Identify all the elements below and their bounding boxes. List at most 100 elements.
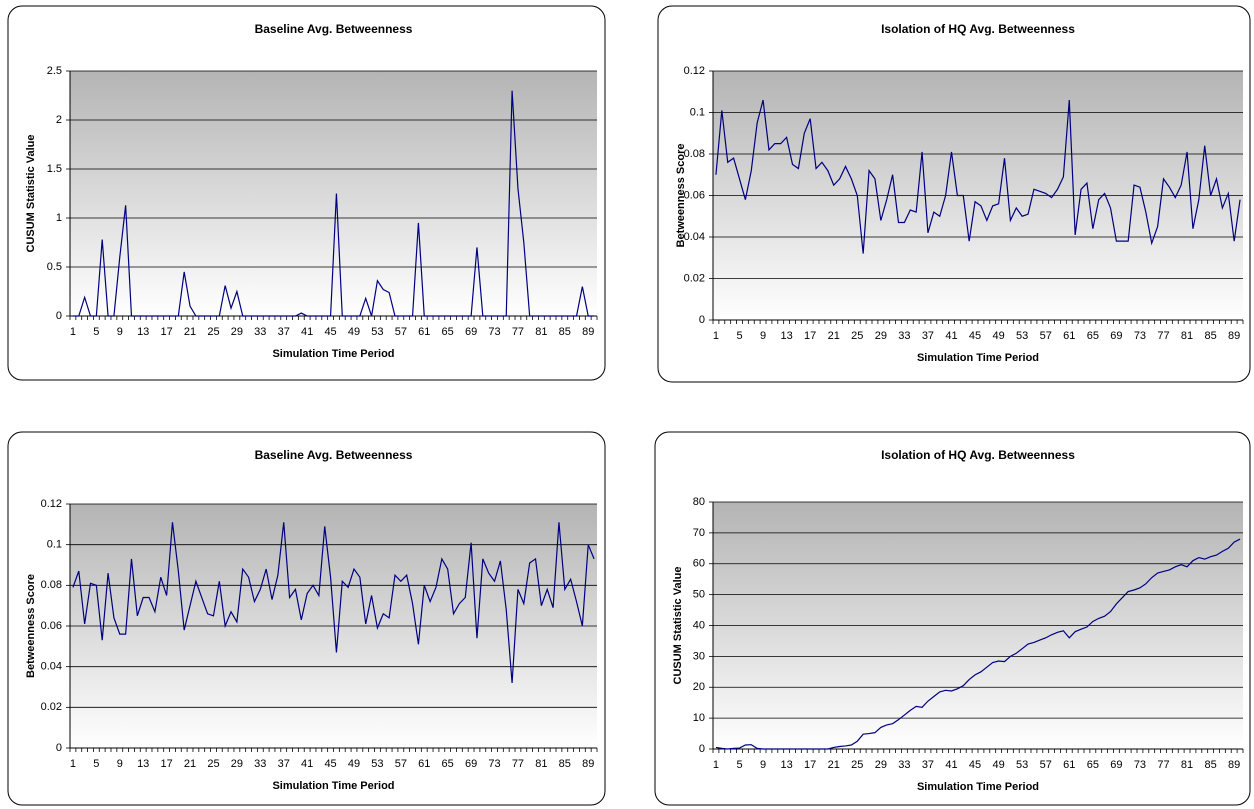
x-tick-label: 25: [851, 330, 863, 342]
y-tick-label: 0.02: [684, 272, 705, 284]
y-tick-label: 60: [693, 558, 705, 570]
x-tick-label: 9: [760, 330, 766, 342]
x-tick-label: 85: [1204, 759, 1216, 771]
x-tick-label: 9: [117, 326, 123, 338]
x-tick-label: 69: [465, 758, 477, 770]
x-tick-label: 29: [875, 759, 887, 771]
x-tick-label: 85: [559, 758, 571, 770]
x-axis-label: Simulation Time Period: [272, 780, 394, 792]
y-tick-label: 0.04: [684, 231, 705, 243]
y-tick-label: 50: [693, 589, 705, 601]
x-tick-label: 69: [1110, 759, 1122, 771]
x-tick-label: 13: [780, 330, 792, 342]
x-tick-label: 33: [898, 759, 910, 771]
x-tick-label: 5: [93, 758, 99, 770]
y-axis-label: CUSUM Statistic Value: [25, 135, 37, 253]
x-tick-label: 37: [922, 759, 934, 771]
x-tick-label: 77: [512, 758, 524, 770]
x-tick-label: 57: [1040, 759, 1052, 771]
x-tick-label: 33: [254, 758, 266, 770]
data-line: [715, 538, 1241, 750]
x-tick-label: 25: [207, 326, 219, 338]
y-tick-label: 40: [693, 619, 705, 631]
x-tick-label: 41: [945, 330, 957, 342]
x-tick-label: 65: [1087, 759, 1099, 771]
y-tick-label: 0.12: [684, 65, 705, 77]
x-axis-label: Simulation Time Period: [272, 348, 394, 360]
y-tick-label: 0.12: [41, 498, 62, 510]
x-tick-label: 73: [1134, 759, 1146, 771]
x-tick-label: 13: [780, 759, 792, 771]
x-tick-label: 21: [828, 330, 840, 342]
y-tick-label: 0.06: [684, 189, 705, 201]
x-tick-label: 5: [736, 330, 742, 342]
x-tick-label: 89: [582, 326, 594, 338]
y-tick-label: 0: [699, 314, 705, 326]
chart-panel: 0 0.5 1 1.5 2 2.5 1 5 9 13 17 21 25 29 33 37 41 45 49 53 57 6…: [7, 5, 606, 381]
x-tick-label: 5: [736, 759, 742, 771]
x-tick-label: 61: [418, 758, 430, 770]
data-line: [715, 99, 1241, 254]
x-tick-label: 73: [488, 326, 500, 338]
x-tick-label: 81: [535, 326, 547, 338]
y-tick-label: 10: [693, 712, 705, 724]
x-tick-label: 85: [1204, 330, 1216, 342]
y-tick-label: 0: [56, 742, 62, 754]
x-tick-label: 1: [713, 759, 719, 771]
x-tick-label: 89: [1228, 330, 1240, 342]
chart-panel: 0 10 20 30 40 50 60 70 80 1 5 9 13 17 21 25 29 33 37 41 45 49…: [654, 431, 1251, 806]
x-tick-label: 37: [922, 330, 934, 342]
x-tick-label: 65: [1087, 330, 1099, 342]
x-tick-label: 45: [969, 330, 981, 342]
x-tick-label: 57: [1040, 330, 1052, 342]
x-tick-label: 61: [1063, 759, 1075, 771]
x-tick-label: 49: [992, 759, 1004, 771]
x-tick-label: 9: [117, 758, 123, 770]
x-tick-label: 57: [395, 758, 407, 770]
x-tick-label: 29: [231, 326, 243, 338]
y-axis-label: Betweenness Score: [25, 574, 37, 678]
x-tick-label: 49: [348, 758, 360, 770]
x-tick-label: 9: [760, 759, 766, 771]
y-tick-label: 0: [56, 310, 62, 322]
x-tick-label: 65: [442, 326, 454, 338]
x-tick-label: 1: [70, 758, 76, 770]
x-tick-label: 25: [207, 758, 219, 770]
y-tick-label: 0: [699, 743, 705, 755]
x-tick-label: 33: [254, 326, 266, 338]
y-tick-label: 0.08: [41, 579, 62, 591]
x-tick-label: 37: [278, 758, 290, 770]
y-tick-label: 1.5: [47, 163, 62, 175]
x-tick-label: 13: [137, 758, 149, 770]
x-tick-label: 29: [231, 758, 243, 770]
x-tick-label: 49: [348, 326, 360, 338]
x-tick-label: 17: [160, 758, 172, 770]
x-tick-label: 61: [418, 326, 430, 338]
y-tick-label: 0.1: [47, 539, 62, 551]
y-tick-label: 1: [56, 212, 62, 224]
x-tick-label: 89: [1228, 759, 1240, 771]
x-tick-label: 45: [324, 326, 336, 338]
x-tick-label: 77: [512, 326, 524, 338]
x-tick-label: 73: [1134, 330, 1146, 342]
y-tick-label: 30: [693, 650, 705, 662]
x-tick-label: 1: [70, 326, 76, 338]
x-tick-label: 33: [898, 330, 910, 342]
x-tick-label: 21: [184, 326, 196, 338]
x-tick-label: 81: [1181, 759, 1193, 771]
x-tick-label: 45: [969, 759, 981, 771]
x-tick-label: 17: [160, 326, 172, 338]
data-line: [72, 522, 595, 683]
y-tick-label: 0.02: [41, 701, 62, 713]
x-tick-label: 41: [945, 759, 957, 771]
chart-panel: 0 0.02 0.04 0.06 0.08 0.1 0.12 1 5 9 13 17 21 25 29 33 3…: [7, 431, 606, 806]
y-tick-label: 70: [693, 527, 705, 539]
y-axis-label: CUSUM Statistic Value: [672, 567, 684, 685]
x-tick-label: 37: [278, 326, 290, 338]
y-tick-label: 0.08: [684, 148, 705, 160]
x-tick-label: 29: [875, 330, 887, 342]
y-axis-label: Betweenness Score: [675, 144, 687, 248]
y-tick-label: 0.1: [690, 106, 705, 118]
x-tick-label: 77: [1157, 330, 1169, 342]
